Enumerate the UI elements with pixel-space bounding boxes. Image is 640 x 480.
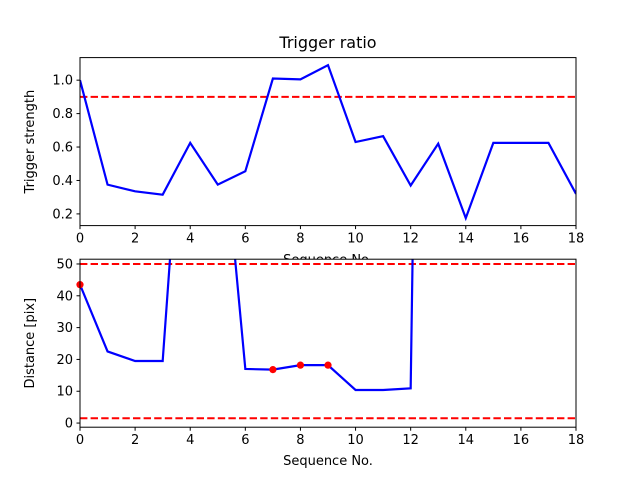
x-tick-label: 8 [296,433,304,448]
y-tick-label: 50 [56,257,73,272]
x-tick-label: 0 [76,232,84,247]
plot-content [76,259,576,420]
x-tick-label: 16 [513,433,530,448]
x-tick-label: 4 [186,232,194,247]
y-tick-label: 1.0 [52,74,73,89]
x-tick-label: 0 [76,433,84,448]
top-ylabel: Trigger strength [23,90,38,195]
x-tick-label: 2 [131,433,139,448]
trigger-strength-line [80,63,576,222]
x-tick-label: 10 [347,232,364,247]
x-tick-label: 18 [568,433,585,448]
axes-spines [79,57,577,227]
y-tick-label: 0 [65,417,73,432]
x-tick-label: 12 [402,232,419,247]
axes-frame: 0 2 4 6 8 10 12 14 16 18 0 10 20 30 40 50 [56,257,584,448]
x-tick-label: 2 [131,232,139,247]
event-marker [324,361,332,369]
x-tick-label: 4 [186,433,194,448]
top-plot-title: Trigger ratio [278,33,376,52]
y-tick-label: 20 [56,353,73,368]
y-tick-label: 40 [56,289,73,304]
x-tick-label: 14 [458,232,475,247]
x-tick-label: 14 [458,433,475,448]
x-tick-label: 6 [241,433,249,448]
y-tick-label: 0.2 [52,207,73,222]
x-tick-label: 18 [568,232,585,247]
x-tick-label: 10 [347,433,364,448]
x-tick-label: 16 [513,232,530,247]
axes-spines [79,258,577,428]
event-marker [296,361,305,369]
axes-background [80,259,576,428]
y-tick-label: 10 [56,385,73,400]
x-tick-label: 6 [241,232,249,247]
y-tick-label: 0.4 [52,174,73,189]
axes-background [80,57,576,226]
bottom-ylabel: Distance [pix] [23,298,38,389]
event-marker [269,366,277,374]
plot-content [80,63,576,222]
y-tick-label: 30 [56,321,73,336]
y-tick-label: 0.6 [52,141,73,156]
x-tick-label: 12 [402,433,419,448]
bottom-xlabel: Sequence No. [283,454,373,469]
x-tick-label: 8 [296,232,304,247]
top-subplot: 0 2 4 6 8 10 12 14 16 18 0.2 0.4 0.6 0.8 1.0 Trigger r… [23,33,584,268]
y-tick-label: 0.8 [52,107,73,122]
bottom-subplot: 0 2 4 6 8 10 12 14 16 18 0 10 20 30 40 50 Distance [pix… [23,257,584,469]
axes-frame: 0 2 4 6 8 10 12 14 16 18 0.2 0.4 0.6 0.8 1.0 [52,57,585,247]
